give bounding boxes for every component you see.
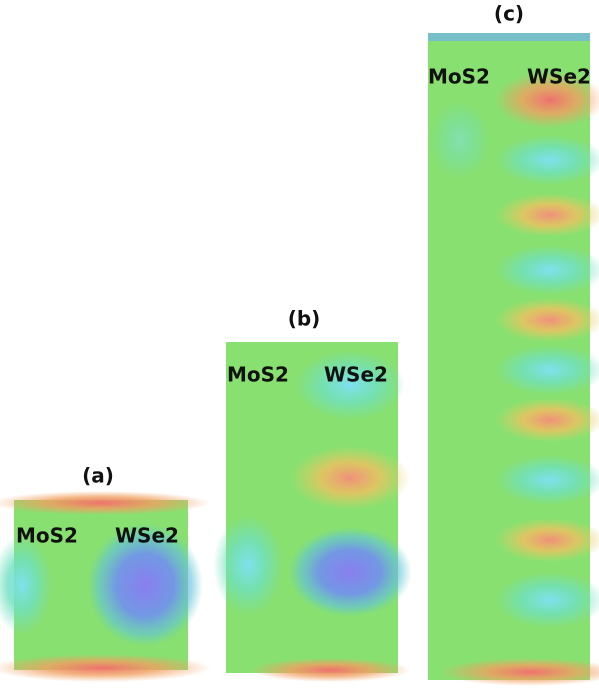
panel-c-map xyxy=(428,33,599,686)
page: (a) MoS2 WSe2 (b) MoS2 WSe2 (c) MoS2 WSe… xyxy=(0,0,599,686)
material-label: MoS2 xyxy=(428,65,490,89)
material-label: WSe2 xyxy=(527,65,591,89)
material-label: WSe2 xyxy=(324,363,388,387)
material-label: MoS2 xyxy=(227,363,289,387)
panel-label: (a) xyxy=(82,464,114,488)
figure: (a) MoS2 WSe2 (b) MoS2 WSe2 (c) MoS2 WSe… xyxy=(0,0,599,686)
panel-label: (b) xyxy=(288,307,321,331)
panel-a-map xyxy=(0,491,211,682)
panel-b-map xyxy=(213,342,412,682)
panel-label: (c) xyxy=(494,2,524,26)
material-label: WSe2 xyxy=(115,524,179,548)
material-label: MoS2 xyxy=(16,524,78,548)
